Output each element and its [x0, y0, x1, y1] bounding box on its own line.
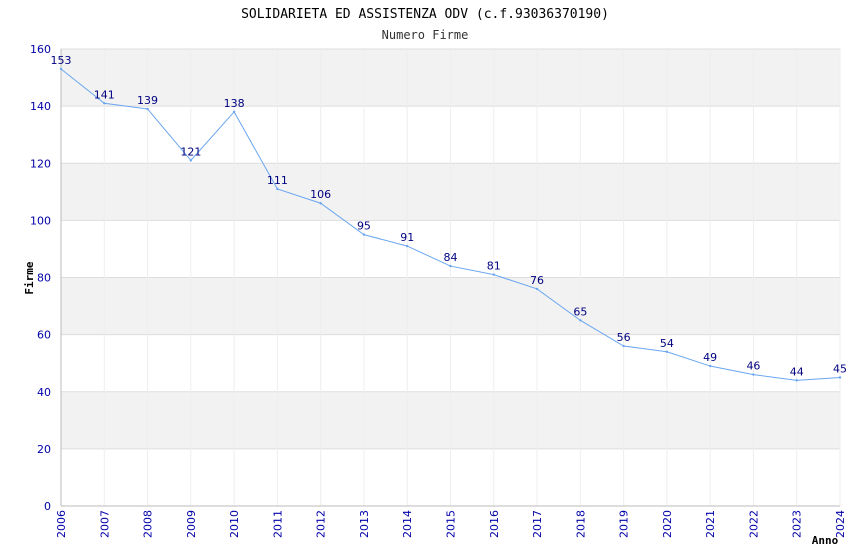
x-tick-label: 2013: [358, 510, 371, 538]
data-point: [232, 110, 236, 114]
y-tick-label: 160: [30, 43, 51, 56]
x-tick-label: 2016: [488, 510, 501, 538]
data-label: 84: [444, 251, 458, 264]
x-tick-label: 2023: [791, 510, 804, 538]
y-tick-label: 100: [30, 214, 51, 227]
series-line-group: [59, 67, 842, 382]
x-tick-label: 2019: [618, 510, 631, 538]
x-tick-label: 2014: [401, 510, 414, 538]
x-tick-label: 2010: [228, 510, 241, 538]
x-tick-label: 2018: [574, 510, 587, 538]
x-tick-label: 2008: [142, 510, 155, 538]
data-label: 76: [530, 274, 544, 287]
data-label: 81: [487, 260, 501, 273]
x-tick-label: 2020: [661, 510, 674, 538]
data-point: [795, 379, 798, 382]
x-axis-ticks: 2006 2007 2008 2009 2010 2011 2012 2013 2014 2015…: [55, 510, 847, 538]
x-tick-label: 2022: [747, 510, 760, 538]
axes: [60, 49, 840, 507]
data-label: 44: [790, 365, 804, 378]
data-label: 56: [617, 331, 631, 344]
y-tick-label: 40: [37, 386, 51, 399]
y-axis-label: Firme: [23, 261, 36, 294]
data-label: 106: [310, 188, 331, 201]
x-tick-label: 2021: [704, 510, 717, 538]
data-point: [665, 350, 669, 353]
data-label: 54: [660, 337, 674, 350]
data-point: [146, 107, 149, 111]
y-tick-label: 140: [30, 100, 51, 113]
data-point: [579, 319, 582, 322]
y-tick-label: 0: [44, 500, 51, 513]
y-tick-label: 20: [37, 443, 51, 456]
data-point: [838, 376, 842, 379]
chart-subtitle: Numero Firme: [382, 28, 469, 42]
data-label: 46: [746, 360, 760, 373]
data-point: [103, 102, 106, 105]
data-label: 121: [180, 145, 201, 158]
x-tick-label: 2006: [55, 510, 68, 538]
x-tick-label: 2024: [834, 510, 847, 538]
data-point: [449, 264, 452, 268]
data-point: [492, 273, 495, 276]
data-label: 91: [400, 231, 414, 244]
data-point: [362, 233, 366, 236]
y-tick-label: 80: [37, 272, 51, 285]
data-point: [622, 344, 625, 348]
data-point: [189, 159, 193, 162]
y-tick-label: 60: [37, 329, 51, 342]
data-label: 45: [833, 362, 847, 375]
data-label: 95: [357, 220, 371, 233]
x-tick-label: 2007: [98, 510, 111, 538]
x-tick-label: 2017: [531, 510, 544, 538]
chart-title: SOLIDARIETA ED ASSISTENZA ODV (c.f.93036…: [241, 7, 609, 22]
data-labels: 153 141 139 121 138 111 106 95 91 84 81 76 65 56 54 49 4…: [51, 54, 848, 378]
data-label: 153: [51, 54, 72, 67]
data-label: 138: [224, 97, 245, 110]
data-point: [406, 244, 409, 248]
data-label: 65: [573, 305, 587, 318]
y-axis-ticks: 0 20 40 60 80 100 120 140 160: [30, 43, 51, 513]
data-point: [319, 202, 322, 205]
data-label: 111: [267, 174, 288, 187]
data-point: [752, 373, 755, 376]
data-point: [708, 364, 712, 368]
x-tick-label: 2012: [315, 510, 328, 538]
x-tick-label: 2015: [445, 510, 458, 538]
x-tick-label: 2011: [271, 510, 284, 538]
data-label: 141: [94, 88, 115, 101]
data-point: [59, 67, 63, 71]
data-label: 49: [703, 351, 717, 364]
data-label: 139: [137, 94, 158, 107]
data-point: [535, 287, 539, 291]
y-tick-label: 120: [30, 157, 51, 170]
data-point: [276, 187, 279, 191]
x-tick-label: 2009: [185, 510, 198, 538]
x-axis-label: Anno: [812, 534, 839, 547]
